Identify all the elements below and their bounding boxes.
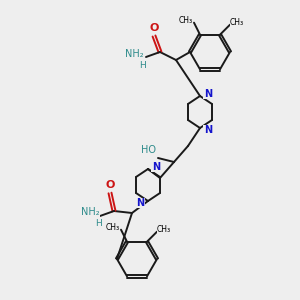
Text: CH₃: CH₃	[157, 225, 171, 234]
Text: CH₃: CH₃	[230, 18, 244, 27]
Text: CH₃: CH₃	[106, 223, 120, 232]
Text: N: N	[204, 89, 212, 99]
Text: N: N	[152, 162, 160, 172]
Text: CH₃: CH₃	[179, 16, 193, 25]
Text: O: O	[149, 23, 159, 33]
Text: O: O	[105, 180, 115, 190]
Text: N: N	[204, 125, 212, 135]
Text: N: N	[136, 198, 144, 208]
Text: NH₂: NH₂	[125, 49, 143, 59]
Text: NH₂: NH₂	[81, 207, 99, 217]
Text: HO: HO	[140, 145, 155, 155]
Text: H: H	[140, 61, 146, 70]
Text: H: H	[94, 220, 101, 229]
